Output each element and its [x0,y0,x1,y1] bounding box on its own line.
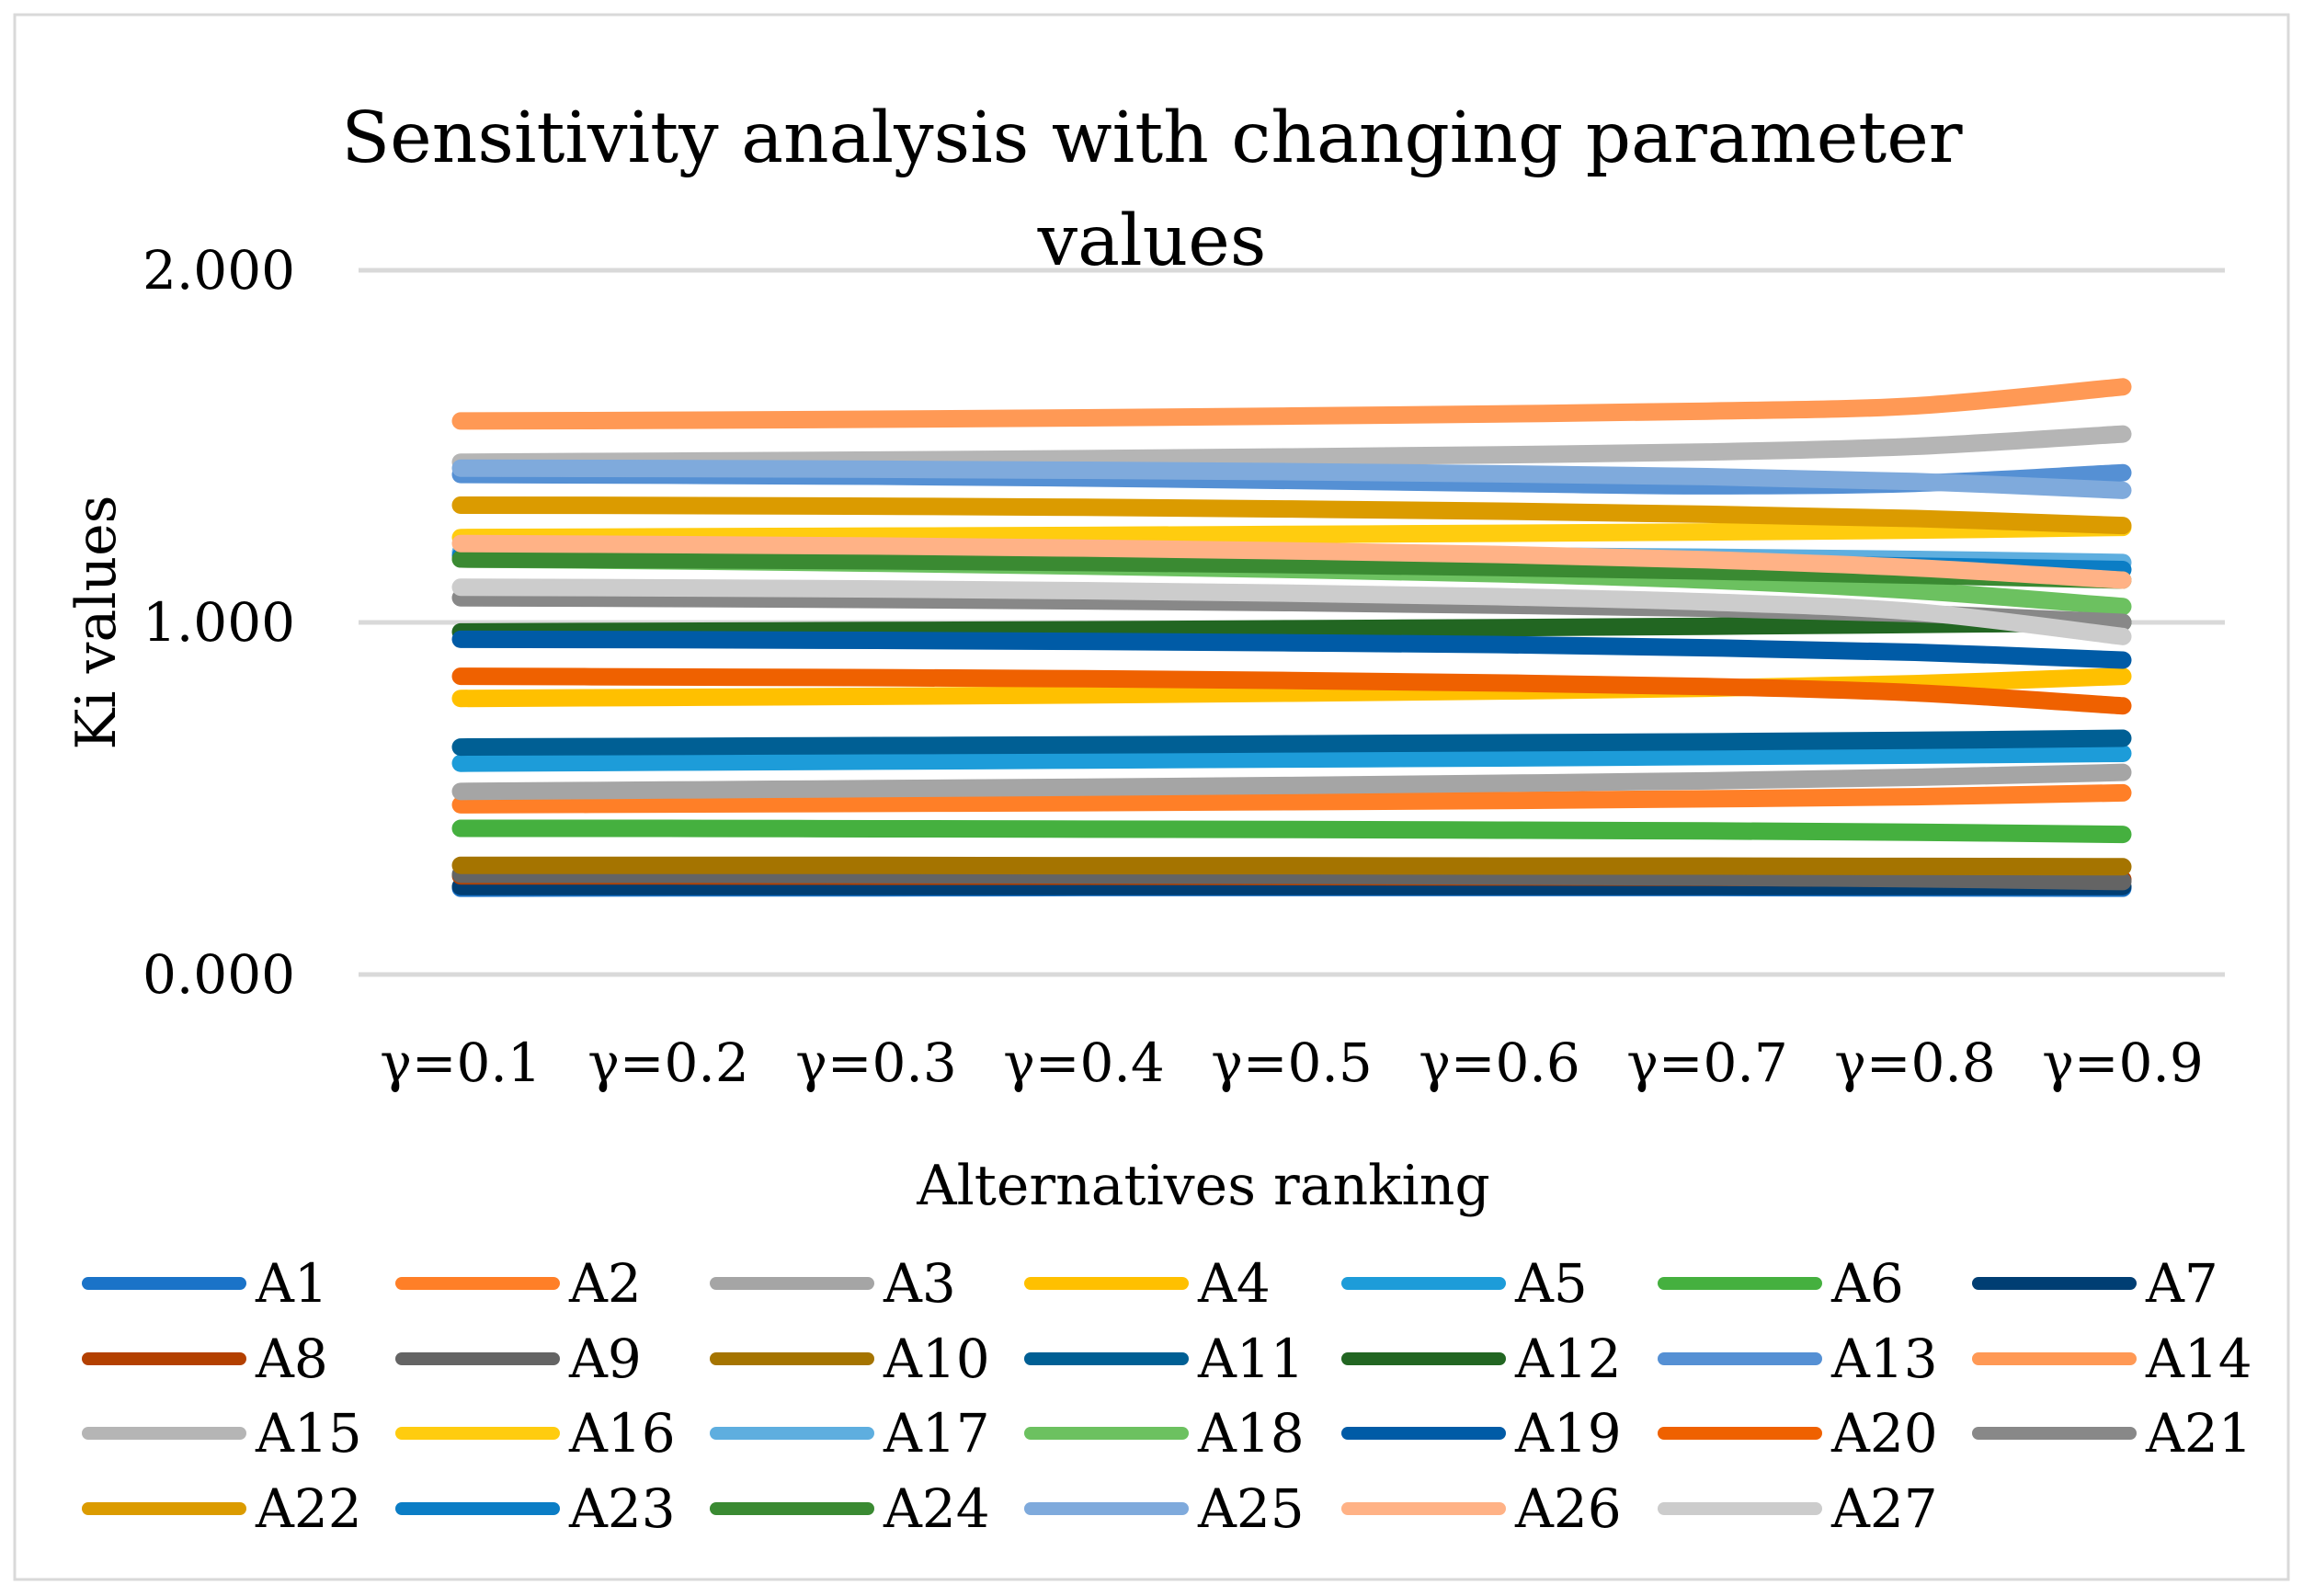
x-tick-label: γ=0.4 [1003,1032,1165,1094]
x-tick-label: γ=0.6 [1419,1032,1580,1094]
y-tick-label: 1.000 [143,591,295,654]
y-axis-ticks: 0.000 1.000 2.000 [143,239,295,1006]
legend: A1 A2 A3 A4 A5 A6 A7 A8 A9 A10 A11 A12 A13 A14 A15 A16 A… [82,1252,2252,1540]
chart-title-line-2: values [1037,200,1267,282]
series-line-A3 [451,763,2132,801]
legend-label: A9 [568,1328,642,1390]
series-line-A5 [451,744,2132,772]
legend-label: A24 [883,1477,990,1540]
series-line-A12 [451,613,2132,641]
series-line-A20 [451,667,2132,715]
legend-label: A18 [1197,1402,1305,1465]
series-line-A24 [451,550,2132,589]
legend-label: A14 [2145,1328,2252,1390]
legend-label: A5 [1514,1252,1588,1315]
series-line-A6 [451,819,2132,844]
legend-item-A14: A14 [1972,1328,2252,1390]
legend-label: A7 [2145,1252,2218,1315]
series-line-A2 [451,783,2132,814]
x-tick-label: γ=0.9 [2042,1032,2204,1094]
legend-label: A20 [1830,1402,1938,1465]
legend-label: A27 [1830,1477,1938,1540]
x-tick-label: γ=0.3 [795,1032,957,1094]
series-line-A26 [451,534,2132,589]
series-line-A27 [451,578,2132,645]
chart-title-line-1: Sensitivity analysis with changing param… [341,97,1962,179]
legend-label: A3 [883,1252,956,1315]
legend-item-A17: A17 [710,1402,990,1465]
legend-label: A12 [1514,1328,1622,1390]
legend-label: A21 [2145,1402,2252,1465]
legend-item-A12: A12 [1341,1328,1622,1390]
series-line-A10 [451,856,2132,876]
legend-item-A3: A3 [710,1252,956,1315]
legend-item-A13: A13 [1658,1328,1938,1390]
legend-item-A8: A8 [82,1328,328,1390]
legend-label: A22 [255,1477,362,1540]
legend-label: A13 [1830,1328,1938,1390]
legend-label: A17 [883,1402,990,1465]
legend-label: A4 [1197,1252,1271,1315]
legend-item-A11: A11 [1024,1328,1305,1390]
legend-item-A2: A2 [395,1252,642,1315]
legend-label: A1 [255,1252,328,1315]
legend-item-A16: A16 [395,1402,676,1465]
legend-label: A6 [1830,1252,1904,1315]
x-tick-label: γ=0.7 [1626,1032,1788,1094]
legend-item-A24: A24 [710,1477,990,1540]
legend-item-A7: A7 [1972,1252,2218,1315]
legend-item-A26: A26 [1341,1477,1622,1540]
legend-item-A20: A20 [1658,1402,1938,1465]
legend-label: A11 [1197,1328,1305,1390]
legend-label: A25 [1197,1477,1305,1540]
x-tick-label: γ=0.8 [1834,1032,1996,1094]
legend-label: A10 [883,1328,990,1390]
legend-item-A9: A9 [395,1328,642,1390]
legend-label: A23 [568,1477,676,1540]
series-line-A19 [451,630,2132,669]
y-tick-label: 2.000 [143,239,295,302]
series-line-A25 [451,459,2132,499]
y-tick-label: 0.000 [143,943,295,1006]
series-lines [451,378,2132,897]
series-line-A11 [451,729,2132,757]
legend-item-A23: A23 [395,1477,676,1540]
legend-label: A19 [1514,1402,1622,1465]
x-tick-label: γ=0.1 [380,1032,542,1094]
legend-item-A19: A19 [1341,1402,1622,1465]
series-line-A9 [451,865,2132,891]
legend-label: A8 [255,1328,328,1390]
y-axis-label: Ki values [64,496,129,750]
legend-item-A25: A25 [1024,1477,1305,1540]
series-line-A14 [451,378,2132,430]
series-line-A16 [451,519,2132,547]
legend-item-A5: A5 [1341,1252,1588,1315]
legend-label: A15 [255,1402,362,1465]
x-tick-label: γ=0.2 [587,1032,749,1094]
legend-label: A2 [568,1252,642,1315]
legend-label: A26 [1514,1477,1622,1540]
legend-item-A4: A4 [1024,1252,1271,1315]
legend-item-A15: A15 [82,1402,362,1465]
legend-item-A18: A18 [1024,1402,1305,1465]
series-line-A22 [451,496,2132,535]
x-axis-label: Alternatives ranking [916,1154,1490,1218]
legend-label: A16 [568,1402,676,1465]
x-tick-label: γ=0.5 [1211,1032,1373,1094]
legend-item-A10: A10 [710,1328,990,1390]
x-axis-ticks: γ=0.1 γ=0.2 γ=0.3 γ=0.4 γ=0.5 γ=0.6 γ=0.7 γ=0.8… [380,1032,2204,1094]
legend-item-A22: A22 [82,1477,362,1540]
legend-item-A6: A6 [1658,1252,1904,1315]
legend-item-A21: A21 [1972,1402,2252,1465]
legend-item-A27: A27 [1658,1477,1938,1540]
legend-item-A1: A1 [82,1252,328,1315]
